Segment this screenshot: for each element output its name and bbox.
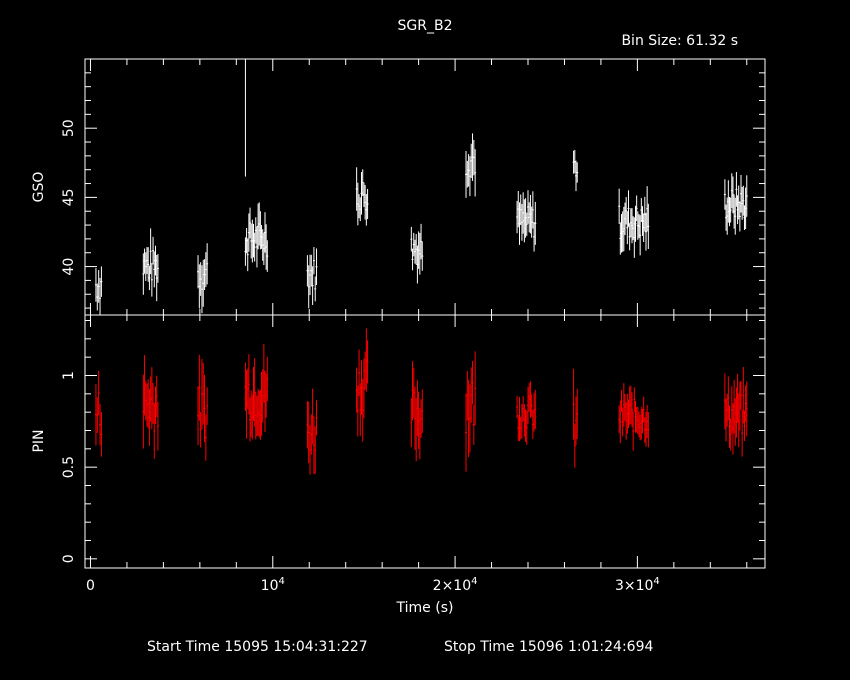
- start-time-label: Start Time 15095 15:04:31:227: [147, 639, 368, 655]
- y-tick-label: 0: [61, 554, 77, 563]
- x-tick-label: 0: [86, 578, 95, 594]
- y-tick-label: 40: [61, 258, 77, 276]
- gso-ticks: 40 45 50: [61, 58, 765, 315]
- x-tick-label: 3×104: [615, 576, 660, 594]
- pin-y-axis-label: PIN: [31, 429, 47, 452]
- x-axis-ticks: 0 104 2×104 3×104: [86, 576, 660, 594]
- chart-title: SGR_B2: [398, 18, 453, 34]
- y-tick-label: 50: [61, 119, 77, 137]
- pin-ticks: 00.51: [61, 315, 765, 568]
- pin-panel: 00.51 PIN: [31, 314, 766, 569]
- gso-panel: 40 45 50 GSO: [31, 58, 766, 316]
- gso-panel-frame: [84, 58, 766, 316]
- gso-series: [94, 59, 748, 315]
- y-tick-label: 45: [61, 188, 77, 206]
- pin-panel-frame: [84, 314, 766, 569]
- pin-series: [94, 328, 748, 475]
- stop-time-label: Stop Time 15096 1:01:24:694: [444, 639, 653, 655]
- y-tick-label: 1: [61, 371, 77, 380]
- gso-y-axis-label: GSO: [31, 172, 47, 203]
- x-tick-label: 2×104: [433, 576, 478, 594]
- y-tick-label: 0.5: [61, 456, 77, 478]
- x-tick-label: 104: [261, 576, 285, 594]
- x-axis-label: Time (s): [396, 600, 454, 616]
- bin-size-label: Bin Size: 61.32 s: [621, 33, 738, 49]
